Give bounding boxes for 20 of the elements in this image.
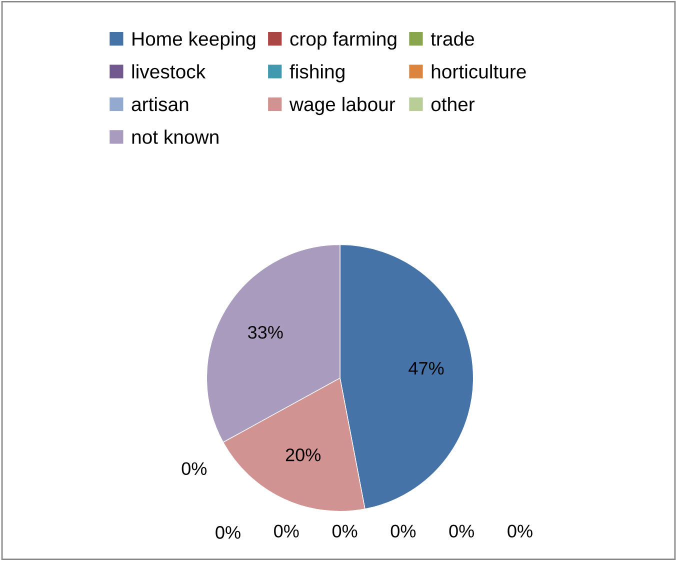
legend-label: horticulture bbox=[432, 64, 526, 79]
legend-label: artisan bbox=[132, 96, 188, 112]
data-label: 33% bbox=[248, 326, 283, 339]
text: 0% bbox=[274, 524, 299, 538]
text: 0% bbox=[449, 524, 474, 538]
legend-label: livestock bbox=[132, 64, 206, 79]
legend-label: trade bbox=[430, 32, 474, 46]
legend-label: wage labour bbox=[289, 96, 396, 116]
data-label: 20% bbox=[286, 448, 321, 462]
legend-label: Home keeping bbox=[132, 32, 256, 50]
text: 0% bbox=[332, 524, 358, 538]
legend-label: not known bbox=[132, 130, 218, 144]
text: 0% bbox=[182, 462, 207, 476]
text: 0% bbox=[390, 524, 416, 538]
legend-label: other bbox=[431, 96, 475, 112]
data-label: 47% bbox=[408, 362, 444, 375]
legend-label: crop farming bbox=[290, 32, 396, 50]
text: 0% bbox=[508, 524, 532, 538]
text: 0% bbox=[216, 526, 240, 539]
legend-label: fishing bbox=[290, 64, 344, 82]
